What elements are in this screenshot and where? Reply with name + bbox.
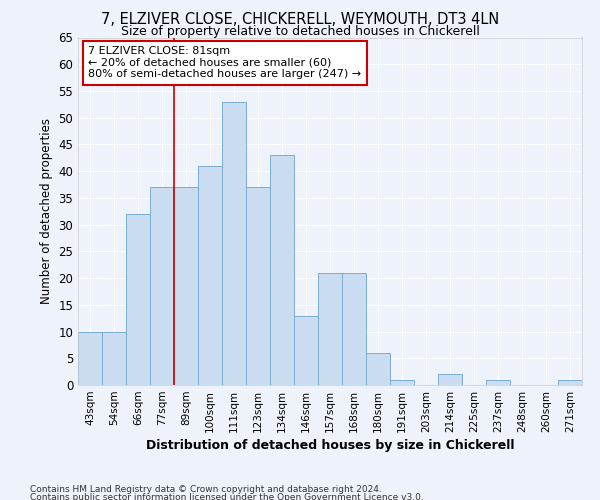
Bar <box>318 272 342 385</box>
Bar <box>486 380 510 385</box>
Bar <box>438 374 462 385</box>
Text: Size of property relative to detached houses in Chickerell: Size of property relative to detached ho… <box>121 25 479 38</box>
Text: Contains public sector information licensed under the Open Government Licence v3: Contains public sector information licen… <box>30 494 424 500</box>
Bar <box>558 380 582 385</box>
Bar <box>390 380 414 385</box>
Text: 7 ELZIVER CLOSE: 81sqm
← 20% of detached houses are smaller (60)
80% of semi-det: 7 ELZIVER CLOSE: 81sqm ← 20% of detached… <box>88 46 361 80</box>
X-axis label: Distribution of detached houses by size in Chickerell: Distribution of detached houses by size … <box>146 439 514 452</box>
Bar <box>198 166 222 385</box>
Bar <box>174 187 198 385</box>
Bar <box>366 353 390 385</box>
Text: Contains HM Land Registry data © Crown copyright and database right 2024.: Contains HM Land Registry data © Crown c… <box>30 485 382 494</box>
Bar <box>246 187 270 385</box>
Bar <box>102 332 126 385</box>
Bar <box>78 332 102 385</box>
Y-axis label: Number of detached properties: Number of detached properties <box>40 118 53 304</box>
Bar <box>294 316 318 385</box>
Bar <box>222 102 246 385</box>
Bar <box>342 272 366 385</box>
Bar <box>270 155 294 385</box>
Bar <box>126 214 150 385</box>
Bar <box>150 187 174 385</box>
Text: 7, ELZIVER CLOSE, CHICKERELL, WEYMOUTH, DT3 4LN: 7, ELZIVER CLOSE, CHICKERELL, WEYMOUTH, … <box>101 12 499 28</box>
